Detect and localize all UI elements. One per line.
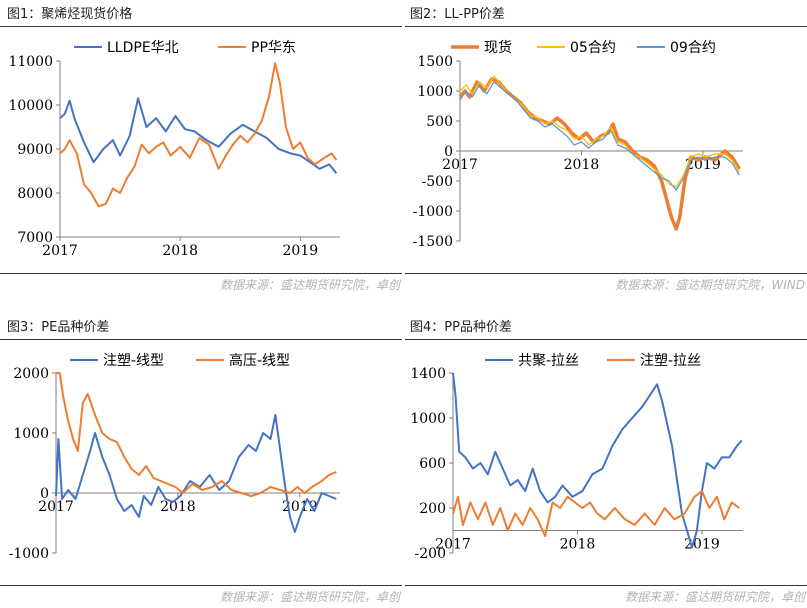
y-tick-label: 8000: [17, 186, 53, 202]
y-tick-label: 1500: [417, 54, 453, 70]
chart-title: 图1：聚烯烃现货价格: [7, 7, 133, 22]
y-tick-label: -200: [415, 546, 446, 562]
x-tick-label: 2018: [564, 157, 600, 173]
bottom-rule: [0, 585, 402, 586]
series-line: [452, 372, 743, 549]
x-tick-label: 2017: [435, 537, 471, 553]
y-tick-label: 1000: [410, 411, 446, 427]
source-note: 数据来源：盛达期货研究院，卓创: [624, 590, 805, 604]
y-tick-label: 1000: [13, 426, 49, 442]
chart-2: -1500 -1000 -500 0 500 1000 1500 2017 2018 2019 现货…: [413, 39, 743, 250]
y-tick-label: 1400: [410, 366, 446, 382]
series-line: [56, 372, 337, 497]
y-tick-label: -1000: [9, 546, 49, 562]
y-tick-label: 2000: [13, 366, 49, 382]
source-note: 数据来源：盛达期货研究院，卓创: [219, 278, 400, 292]
series-line: [55, 414, 337, 533]
x-tick-label: 2018: [560, 537, 596, 553]
x-tick-label: 2017: [38, 499, 74, 515]
title-rule: [405, 26, 807, 27]
bottom-rule: [0, 273, 402, 274]
series-line: [59, 97, 338, 174]
legend-label: 现货: [484, 39, 512, 56]
chart-title: 图4：PP品种价差: [410, 320, 512, 335]
y-tick-label: 11000: [8, 54, 53, 70]
bottom-rule: [405, 585, 807, 586]
x-tick-label: 2018: [162, 243, 198, 259]
title-rule: [0, 339, 402, 340]
y-tick-label: 500: [426, 114, 453, 130]
source-note: 数据来源：盛达期货研究院，卓创: [219, 590, 400, 604]
x-tick-label: 2017: [42, 243, 78, 259]
bottom-rule: [405, 273, 807, 274]
series-line: [459, 75, 740, 188]
y-tick-label: 600: [419, 456, 446, 472]
y-tick-label: -500: [422, 174, 453, 190]
series-line: [59, 62, 338, 208]
chart-title: 图2：LL-PP价差: [410, 7, 505, 22]
legend-label: LLDPE华北: [107, 40, 179, 56]
x-tick-label: 2019: [283, 243, 319, 259]
y-tick-label: 1000: [417, 84, 453, 100]
legend-label: 高压-线型: [229, 352, 290, 369]
y-tick-label: -1500: [413, 234, 453, 250]
y-tick-label: 9000: [17, 142, 53, 158]
series-line: [452, 490, 740, 538]
series-line: [459, 81, 740, 191]
legend-label: 共聚-拉丝: [518, 353, 579, 369]
y-tick-label: 0: [40, 486, 49, 502]
legend-label: 注塑-拉丝: [640, 353, 701, 369]
y-tick-label: 0: [444, 144, 453, 160]
legend-label: 注塑-线型: [103, 353, 164, 369]
y-tick-label: 10000: [8, 98, 53, 114]
chart-1: 7000 8000 9000 10000 11000 2017 2018 2019 LLDPE华…: [8, 40, 340, 259]
legend-label: 09合约: [670, 40, 716, 56]
y-tick-label: 200: [419, 501, 446, 517]
x-tick-label: 2017: [442, 157, 478, 173]
chart-title: 图3：PE品种价差: [7, 320, 110, 335]
x-tick-label: 2019: [685, 157, 721, 173]
y-tick-label: 7000: [17, 230, 53, 246]
source-note: 数据来源：盛达期货研究院，WIND: [615, 278, 805, 292]
legend-label: 05合约: [570, 40, 616, 56]
title-rule: [0, 26, 402, 27]
y-tick-label: -1000: [413, 204, 453, 220]
x-tick-label: 2018: [160, 499, 196, 515]
legend-label: PP华东: [251, 40, 296, 56]
title-rule: [405, 339, 807, 340]
